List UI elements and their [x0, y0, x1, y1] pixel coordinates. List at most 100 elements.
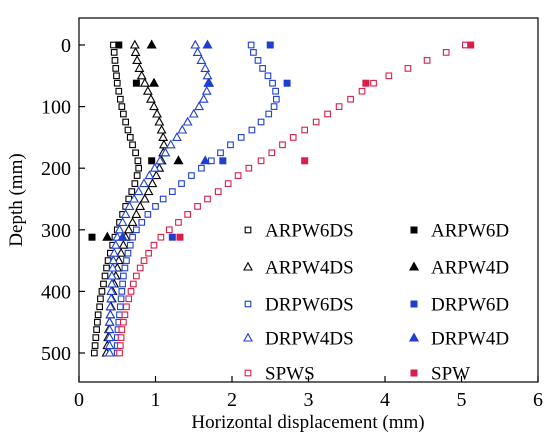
data-point: [151, 170, 162, 180]
data-point: [94, 311, 102, 319]
data-point: [385, 72, 393, 80]
data-point: [244, 226, 252, 234]
x-tick-label: 4: [380, 389, 390, 411]
legend-item-spws: SPWS: [244, 364, 315, 385]
data-point: [467, 41, 475, 49]
data-point: [149, 101, 159, 111]
data-point: [132, 55, 143, 64]
data-point: [94, 318, 101, 326]
data-point: [139, 193, 150, 203]
data-point: [130, 47, 141, 56]
data-point: [121, 311, 129, 319]
data-point: [301, 157, 309, 165]
data-point: [123, 303, 130, 311]
data-point: [301, 126, 309, 134]
data-point: [159, 195, 167, 203]
data-point: [140, 257, 148, 264]
legend-item-drpw6ds: DRPW6DS: [244, 295, 354, 316]
data-point: [124, 126, 132, 134]
series-spw: [176, 41, 475, 241]
legend-item-drpw6d: DRPW6D: [410, 295, 509, 316]
data-point: [139, 77, 150, 87]
data-point: [120, 318, 127, 326]
data-point: [136, 264, 144, 272]
series-spws: [116, 41, 469, 357]
data-point: [227, 141, 234, 149]
data-point: [124, 249, 132, 257]
data-point: [203, 77, 215, 87]
data-point: [118, 239, 129, 249]
data-point: [131, 209, 142, 218]
data-point: [248, 126, 256, 134]
data-point: [182, 116, 193, 126]
legend-label: ARPW4DS: [265, 258, 354, 279]
data-point: [156, 124, 167, 134]
data-point: [155, 155, 166, 165]
legend-item-drpw4ds: DRPW4DS: [243, 329, 354, 350]
data-point: [92, 334, 100, 341]
data-point: [272, 87, 279, 95]
data-point: [247, 41, 255, 49]
data-point: [133, 226, 140, 234]
data-point: [184, 211, 191, 218]
data-point: [120, 209, 131, 218]
data-point: [335, 103, 343, 110]
data-point: [217, 149, 224, 157]
data-point: [200, 63, 211, 72]
x-tick-label: 5: [457, 389, 467, 411]
data-point: [149, 162, 160, 172]
data-point: [135, 201, 146, 210]
data-point: [110, 239, 121, 249]
data-point: [188, 172, 195, 179]
data-point: [202, 70, 213, 80]
data-point: [198, 93, 209, 103]
y-tick-label: 0: [61, 35, 71, 57]
legend-item-arpw6ds: ARPW6DS: [244, 221, 354, 242]
data-point: [270, 103, 278, 110]
legend-label: DRPW4D: [431, 329, 509, 350]
data-point: [442, 49, 450, 56]
data-point: [133, 272, 140, 280]
data-point: [224, 180, 232, 187]
data-point: [117, 231, 128, 241]
data-point: [117, 217, 128, 226]
legend-label: ARPW6D: [431, 221, 509, 242]
data-point: [259, 65, 266, 72]
data-point: [142, 85, 153, 95]
data-point: [265, 110, 273, 118]
data-point: [116, 311, 123, 319]
data-point: [408, 332, 420, 342]
data-point: [129, 233, 136, 241]
legend: ARPW6DS ARPW6D ARPW4DS ARPW4D DRPW6DS DRPW6D D…: [243, 221, 509, 385]
data-point: [117, 295, 125, 303]
data-point: [283, 79, 291, 87]
data-point: [126, 134, 134, 141]
data-point: [139, 178, 149, 188]
y-tick-label: 100: [41, 97, 71, 119]
x-tick-label: 1: [151, 389, 161, 411]
data-point: [244, 300, 252, 308]
data-point: [134, 157, 142, 165]
data-point: [116, 342, 124, 349]
data-point: [101, 272, 109, 280]
y-tick-label: 300: [41, 220, 71, 242]
data-point: [124, 201, 135, 210]
y-tick-label: 400: [41, 281, 71, 303]
data-point: [273, 95, 280, 103]
series-drpw6ds: [113, 41, 280, 357]
data-point: [100, 280, 107, 288]
data-point: [113, 79, 121, 87]
data-point: [410, 300, 418, 308]
data-point: [188, 108, 199, 118]
data-point: [133, 172, 141, 179]
x-tick-label: 0: [74, 389, 84, 411]
legend-label: SPW: [431, 364, 470, 385]
data-point: [204, 195, 211, 203]
data-point: [324, 110, 331, 118]
data-point: [410, 369, 418, 377]
data-point: [214, 188, 222, 195]
data-point: [362, 79, 370, 87]
data-point: [264, 72, 272, 80]
data-point: [143, 186, 154, 196]
data-point: [158, 139, 169, 149]
